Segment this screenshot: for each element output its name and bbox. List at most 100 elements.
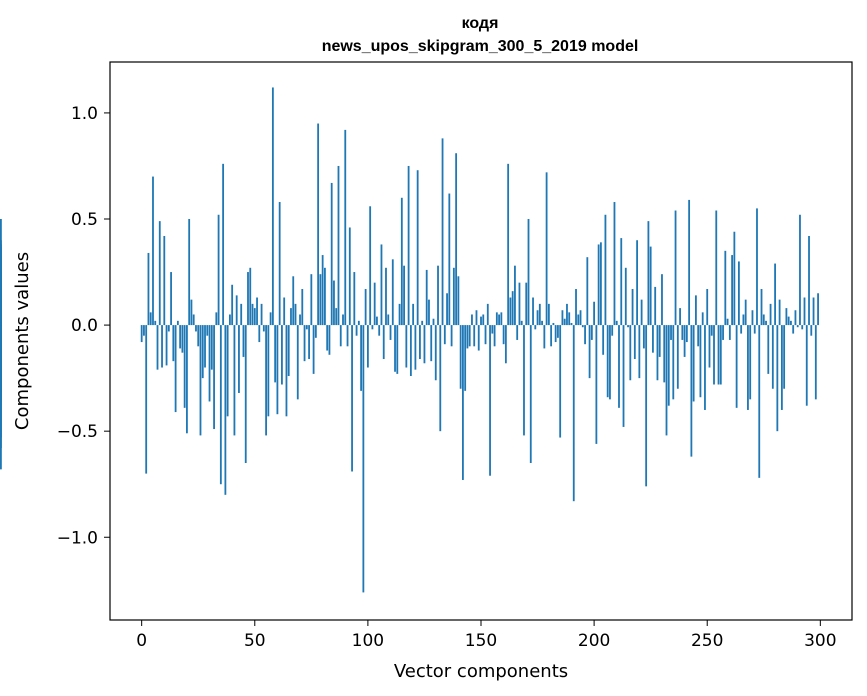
bar <box>552 322 555 326</box>
bar <box>620 238 623 326</box>
bar <box>419 325 421 360</box>
bar <box>172 325 175 362</box>
bar <box>667 325 670 406</box>
bar <box>267 325 270 417</box>
bar <box>595 325 598 444</box>
bar <box>509 297 512 326</box>
bar <box>676 325 679 389</box>
bar <box>663 325 666 383</box>
bar <box>715 210 718 326</box>
bar <box>708 325 711 368</box>
bar <box>394 325 396 372</box>
bar <box>176 320 179 326</box>
bar <box>152 176 154 326</box>
bar <box>747 325 749 410</box>
bar <box>281 325 283 385</box>
bar <box>808 235 810 326</box>
bar <box>724 250 727 326</box>
bars-group <box>0 87 819 593</box>
bar <box>262 325 265 332</box>
bar <box>645 325 648 487</box>
bar <box>443 325 446 345</box>
bar <box>204 325 206 368</box>
bar <box>344 129 347 326</box>
bar <box>305 325 308 330</box>
bar <box>790 320 792 326</box>
bar <box>170 272 172 326</box>
bar <box>502 325 505 345</box>
bar <box>584 325 586 345</box>
bar <box>335 308 338 326</box>
bar <box>622 325 625 427</box>
bar <box>147 252 150 326</box>
bar <box>364 289 367 326</box>
bar <box>525 282 528 326</box>
bar <box>351 325 353 472</box>
bar <box>165 325 168 366</box>
bar <box>468 325 471 347</box>
bar <box>283 297 286 326</box>
bar <box>762 314 765 326</box>
bar <box>706 289 709 326</box>
bar <box>805 325 808 406</box>
bar <box>441 138 444 326</box>
bar <box>333 280 335 326</box>
bar <box>654 286 657 326</box>
bar <box>156 325 159 370</box>
bar <box>414 325 417 370</box>
bar <box>756 208 758 326</box>
y-tick-label: 0.5 <box>71 210 98 230</box>
bar <box>310 274 313 326</box>
bar <box>484 325 487 345</box>
bar <box>597 244 600 326</box>
bar <box>197 325 200 347</box>
bar <box>661 274 663 326</box>
bar <box>265 325 267 436</box>
bar <box>674 210 677 326</box>
bar <box>357 320 360 326</box>
bar <box>633 325 636 360</box>
bar <box>143 325 145 336</box>
bar <box>785 308 788 326</box>
bar <box>656 325 659 381</box>
bar <box>317 123 320 326</box>
bar <box>799 214 801 326</box>
bar <box>238 325 240 393</box>
bar <box>523 325 525 436</box>
bar <box>642 325 645 349</box>
bar <box>167 325 170 332</box>
bar <box>493 325 496 347</box>
bar <box>242 325 245 357</box>
bar <box>192 314 195 326</box>
bar <box>803 297 806 326</box>
bar <box>452 267 455 326</box>
bar <box>321 255 324 326</box>
bar <box>260 303 263 326</box>
bar <box>400 197 403 326</box>
bar <box>466 325 469 349</box>
bar <box>640 299 643 326</box>
bar <box>719 325 722 385</box>
bar <box>658 325 661 357</box>
bar <box>733 231 736 326</box>
bar <box>228 314 231 326</box>
chart-subtitle: news_upos_skipgram_300_5_2019 model <box>322 38 639 55</box>
bar <box>631 289 634 326</box>
bar <box>550 325 553 347</box>
bar <box>473 325 476 347</box>
bar <box>290 308 292 326</box>
bar <box>527 219 530 326</box>
bar <box>231 284 234 326</box>
bar <box>568 312 571 326</box>
x-tick-label: 0 <box>136 631 147 651</box>
bar <box>145 325 148 474</box>
bar <box>434 325 437 381</box>
bar <box>346 325 349 347</box>
bar <box>611 325 614 336</box>
bar <box>253 308 256 326</box>
bar <box>391 259 394 326</box>
bar <box>547 303 550 326</box>
bar <box>534 325 537 330</box>
bar <box>618 325 620 408</box>
bar <box>670 325 672 340</box>
